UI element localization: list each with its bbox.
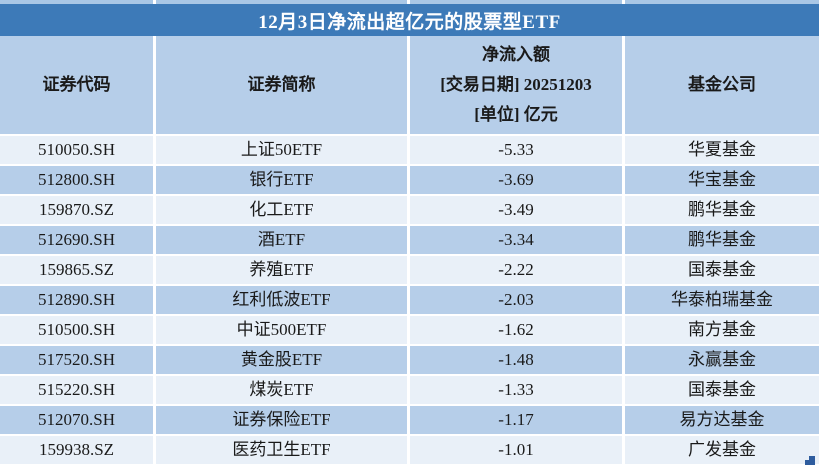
table-row: 512690.SH 酒ETF -3.34 鹏华基金 — [0, 226, 819, 256]
cell-flow: -5.33 — [410, 136, 625, 166]
header-company: 基金公司 — [625, 36, 819, 136]
cell-company: 华泰柏瑞基金 — [625, 286, 819, 316]
cell-company: 国泰基金 — [625, 256, 819, 286]
table-title: 12月3日净流出超亿元的股票型ETF — [258, 11, 561, 33]
cell-code: 512890.SH — [0, 286, 156, 316]
table-row: 512890.SH 红利低波ETF -2.03 华泰柏瑞基金 — [0, 286, 819, 316]
cell-code: 159870.SZ — [0, 196, 156, 226]
cell-code: 159865.SZ — [0, 256, 156, 286]
cell-flow: -3.69 — [410, 166, 625, 196]
cell-company: 国泰基金 — [625, 376, 819, 406]
cell-name: 酒ETF — [156, 226, 410, 256]
table-row: 517520.SH 黄金股ETF -1.48 永赢基金 — [0, 346, 819, 376]
table-row: 510500.SH 中证500ETF -1.62 南方基金 — [0, 316, 819, 346]
table-row: 159865.SZ 养殖ETF -2.22 国泰基金 — [0, 256, 819, 286]
table-title-bar: 12月3日净流出超亿元的股票型ETF — [0, 4, 819, 36]
cell-code: 510050.SH — [0, 136, 156, 166]
cell-name: 上证50ETF — [156, 136, 410, 166]
table-body: 510050.SH 上证50ETF -5.33 华夏基金 512800.SH 银行ETF -… — [0, 136, 819, 466]
cell-name: 养殖ETF — [156, 256, 410, 286]
table-row: 512800.SH 银行ETF -3.69 华宝基金 — [0, 166, 819, 196]
cell-company: 鹏华基金 — [625, 196, 819, 226]
cell-company: 永赢基金 — [625, 346, 819, 376]
cell-code: 512690.SH — [0, 226, 156, 256]
cell-company: 华宝基金 — [625, 166, 819, 196]
table-row: 159870.SZ 化工ETF -3.49 鹏华基金 — [0, 196, 819, 226]
cell-flow: -1.33 — [410, 376, 625, 406]
cell-code: 510500.SH — [0, 316, 156, 346]
cell-flow: -2.22 — [410, 256, 625, 286]
cropped-top-row — [0, 0, 819, 4]
cell-flow: -3.34 — [410, 226, 625, 256]
header-code: 证券代码 — [0, 36, 156, 136]
cell-flow: -1.62 — [410, 316, 625, 346]
cell-company: 南方基金 — [625, 316, 819, 346]
cell-company: 鹏华基金 — [625, 226, 819, 256]
cell-name: 证券保险ETF — [156, 406, 410, 436]
cell-company: 华夏基金 — [625, 136, 819, 166]
cell-name: 煤炭ETF — [156, 376, 410, 406]
cell-company: 广发基金 — [625, 436, 819, 466]
table-row: 515220.SH 煤炭ETF -1.33 国泰基金 — [0, 376, 819, 406]
cell-name: 化工ETF — [156, 196, 410, 226]
cell-name: 红利低波ETF — [156, 286, 410, 316]
table-row: 510050.SH 上证50ETF -5.33 华夏基金 — [0, 136, 819, 166]
cell-code: 517520.SH — [0, 346, 156, 376]
table-row: 512070.SH 证券保险ETF -1.17 易方达基金 — [0, 406, 819, 436]
cell-company: 易方达基金 — [625, 406, 819, 436]
corner-step-mark-icon — [805, 456, 815, 465]
cell-flow: -3.49 — [410, 196, 625, 226]
cell-code: 512800.SH — [0, 166, 156, 196]
table-row: 159938.SZ 医药卫生ETF -1.01 广发基金 — [0, 436, 819, 466]
cell-flow: -1.48 — [410, 346, 625, 376]
cell-code: 512070.SH — [0, 406, 156, 436]
cell-code: 515220.SH — [0, 376, 156, 406]
cell-name: 黄金股ETF — [156, 346, 410, 376]
cell-flow: -1.01 — [410, 436, 625, 466]
cell-name: 银行ETF — [156, 166, 410, 196]
header-name: 证券简称 — [156, 36, 410, 136]
cell-flow: -1.17 — [410, 406, 625, 436]
header-net-flow: 净流入额 [交易日期] 20251203 [单位] 亿元 — [410, 36, 625, 136]
cell-flow: -2.03 — [410, 286, 625, 316]
table-header-row: 证券代码 证券简称 净流入额 [交易日期] 20251203 [单位] 亿元 基… — [0, 36, 819, 136]
cell-name: 中证500ETF — [156, 316, 410, 346]
cell-code: 159938.SZ — [0, 436, 156, 466]
cell-name: 医药卫生ETF — [156, 436, 410, 466]
